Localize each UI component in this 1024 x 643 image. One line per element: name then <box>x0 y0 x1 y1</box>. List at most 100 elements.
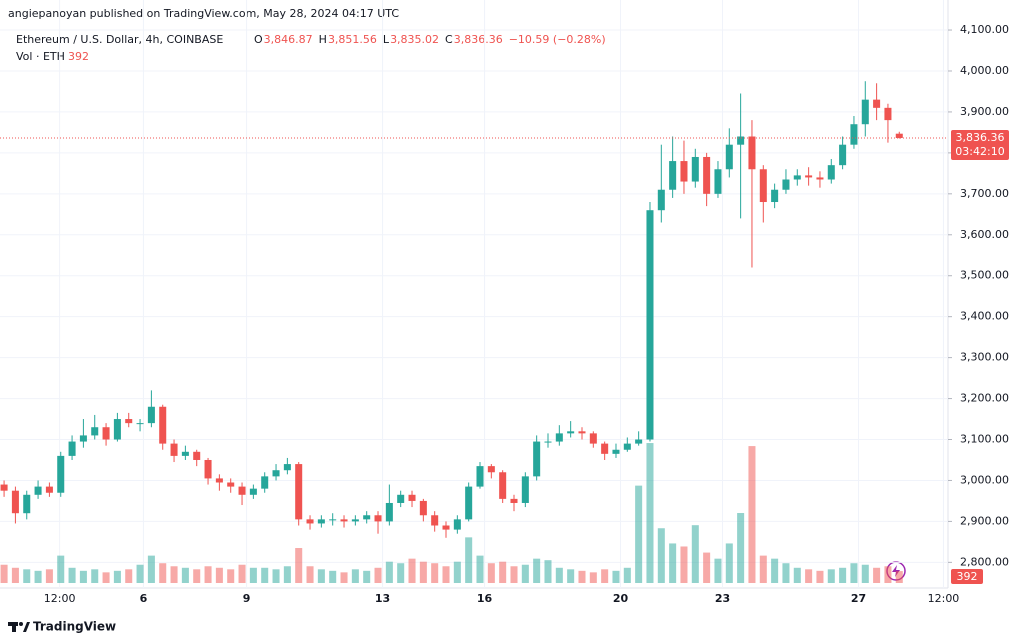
volume-bar <box>68 567 76 583</box>
volume-bar <box>510 566 518 583</box>
alert-icon-bolt <box>892 565 900 577</box>
volume-bar <box>578 570 586 583</box>
candle-body <box>861 99 869 125</box>
volume-bar <box>91 569 99 583</box>
candle-body <box>476 466 484 487</box>
candle-body <box>748 136 756 170</box>
volume-bar <box>295 548 303 583</box>
symbol: Ethereum / U.S. Dollar, 4h, COINBASE <box>16 33 223 46</box>
candle-body <box>805 175 813 178</box>
volume-bar <box>125 569 133 583</box>
candle-body <box>295 464 303 520</box>
ohlc-legend: O 3,846.87 H 3,851.56 L 3,835.02 C 3,836.36 −10.… <box>254 33 606 46</box>
volume-bar <box>601 569 609 583</box>
volume-bar <box>759 555 767 583</box>
volume-bar <box>329 570 337 583</box>
volume-bar <box>317 569 325 583</box>
volume-bar <box>635 485 643 583</box>
volume-bar <box>431 563 439 583</box>
candle-body <box>816 177 824 180</box>
candle-body <box>895 133 903 138</box>
candle-body <box>623 443 631 450</box>
logo-part <box>12 622 16 632</box>
y-tick-label: 3,200.00 <box>960 392 1009 405</box>
candle-body <box>827 165 835 180</box>
candle-body <box>680 161 688 182</box>
volume-bar <box>487 563 495 583</box>
ohlc-key: O <box>254 33 263 46</box>
x-tick-label: 20 <box>613 592 629 605</box>
candle-body <box>385 502 393 522</box>
x-tick-label: 12:00 <box>44 592 76 605</box>
volume-bar <box>737 513 745 583</box>
candle-body <box>850 124 858 145</box>
volume-bar <box>816 570 824 583</box>
volume-bar <box>57 555 65 583</box>
candle-body <box>839 144 847 166</box>
y-tick-label: 3,400.00 <box>960 310 1009 323</box>
volume-bar <box>283 566 291 583</box>
y-tick-label: 3,300.00 <box>960 351 1009 364</box>
volume-bar <box>465 537 473 583</box>
volume-bar <box>442 566 450 583</box>
volume-bar <box>793 567 801 583</box>
volume-bar <box>646 443 654 583</box>
last-price-label: 3,836.36 <box>956 131 1005 144</box>
volume-bar <box>669 543 677 583</box>
candle-body <box>782 179 790 190</box>
candle-body <box>771 189 779 203</box>
volume-bar <box>850 563 858 583</box>
candle-body <box>521 476 529 503</box>
y-tick-label: 2,800.00 <box>960 555 1009 568</box>
candle-body <box>510 498 518 503</box>
candle-body <box>170 443 178 456</box>
y-tick-label: 3,000.00 <box>960 473 1009 486</box>
candle-body <box>317 519 325 524</box>
candle-body <box>408 494 416 501</box>
candle-body <box>23 494 31 514</box>
candle-body <box>714 169 722 194</box>
candle-body <box>34 486 42 495</box>
volume-bar <box>147 555 155 583</box>
candle-body <box>453 519 461 530</box>
ohlc-key: H <box>319 33 327 46</box>
candle-body <box>68 441 76 456</box>
brand: TradingView <box>33 620 116 634</box>
candle-body <box>487 466 495 473</box>
volume-bar <box>691 525 699 583</box>
countdown: 03:42:10 <box>955 145 1004 158</box>
x-tick-label: 6 <box>140 592 148 605</box>
grid <box>0 0 948 588</box>
candle-body <box>340 519 348 522</box>
volume-bar <box>272 569 280 583</box>
volume-bar <box>340 572 348 583</box>
candle-body <box>669 161 677 190</box>
last-price-box <box>951 129 1009 160</box>
candle-body <box>11 490 19 514</box>
volume-bar <box>748 446 756 583</box>
volume-bar <box>227 569 235 583</box>
volume-bar <box>555 567 563 583</box>
volume-bar <box>385 561 393 583</box>
y-tick-label: 4,100.00 <box>960 23 1009 36</box>
candle-body <box>125 419 133 424</box>
volume-bar <box>419 561 427 583</box>
candle-body <box>45 486 53 493</box>
candle-body <box>397 494 405 503</box>
volume-bar <box>589 572 597 583</box>
volume-bar <box>567 569 575 583</box>
volume-bar <box>0 564 8 583</box>
volume-bar <box>249 567 257 583</box>
volume-bar <box>193 569 201 583</box>
volume-bar <box>873 567 881 583</box>
volume-pane <box>0 443 903 583</box>
volume-bar <box>895 571 903 583</box>
volume-bar <box>170 566 178 583</box>
volume-bar <box>476 555 484 583</box>
volume-bar <box>657 528 665 583</box>
volume-label-box <box>951 569 983 584</box>
volume-bar <box>181 567 189 583</box>
candle-body <box>567 431 575 434</box>
volume-bar <box>113 570 121 583</box>
candle-body <box>442 525 450 530</box>
